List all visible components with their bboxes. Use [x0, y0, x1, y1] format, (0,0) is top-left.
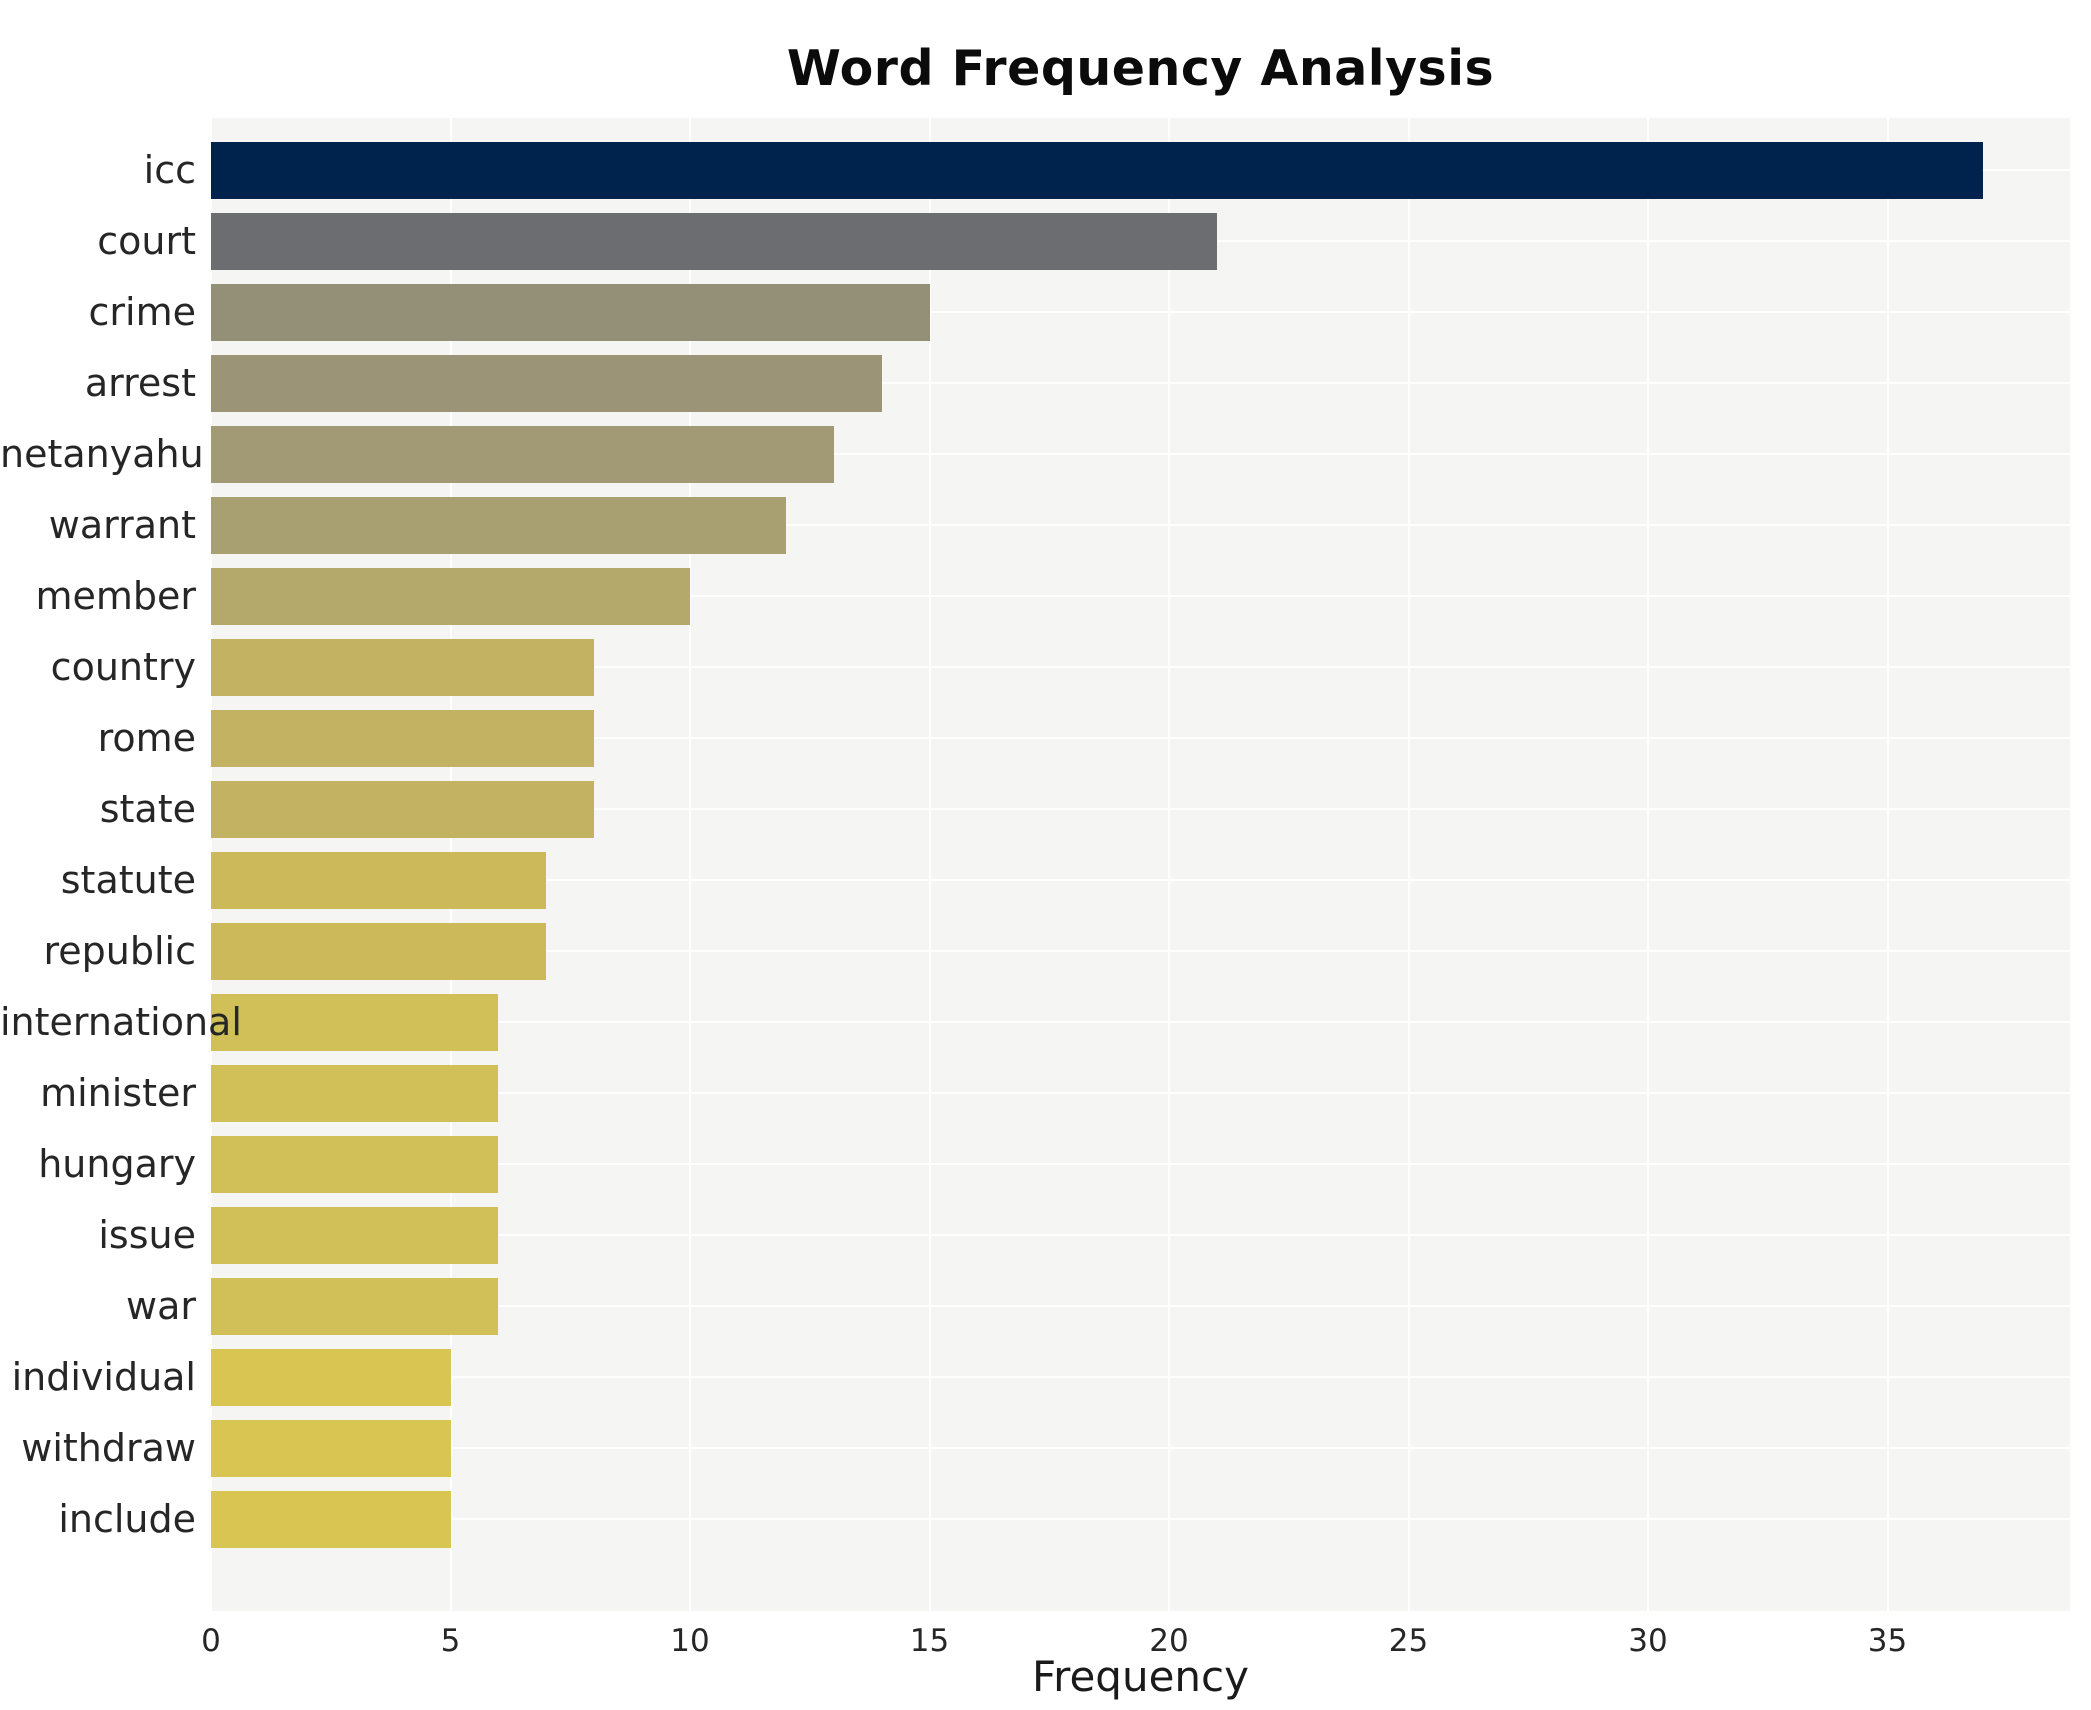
bar-republic	[211, 922, 547, 980]
bar-individual	[211, 1348, 451, 1406]
grid-line-horizontal	[211, 1518, 2070, 1520]
bar-state	[211, 780, 595, 838]
y-label-court: court	[97, 219, 196, 263]
grid-line-vertical	[1168, 118, 1170, 1611]
y-label-republic: republic	[43, 929, 196, 973]
x-tick-0: 0	[201, 1623, 221, 1659]
grid-line-vertical	[1407, 118, 1410, 1611]
x-tick-35: 35	[1867, 1623, 1908, 1659]
bar-minister	[211, 1064, 499, 1122]
bar-country	[211, 638, 595, 696]
y-label-state: state	[99, 787, 196, 831]
x-tick-15: 15	[909, 1623, 950, 1659]
y-label-minister: minister	[40, 1071, 196, 1115]
y-label-withdraw: withdraw	[21, 1426, 196, 1470]
y-label-individual: individual	[11, 1355, 196, 1399]
bar-member	[211, 567, 690, 625]
grid-line-horizontal	[211, 808, 2070, 810]
bar-include	[211, 1490, 451, 1548]
y-label-crime: crime	[88, 290, 196, 334]
x-tick-5: 5	[440, 1623, 461, 1659]
y-label-rome: rome	[97, 716, 196, 760]
y-label-netanyahu: netanyahu	[0, 432, 204, 476]
y-label-member: member	[35, 574, 196, 618]
bar-withdraw	[211, 1419, 451, 1477]
bar-war	[211, 1277, 499, 1335]
y-label-international: international	[0, 1000, 242, 1044]
grid-line-horizontal	[211, 737, 2070, 739]
grid-line-horizontal	[211, 1163, 2070, 1165]
bar-international	[211, 993, 499, 1051]
y-label-issue: issue	[98, 1213, 196, 1257]
x-axis-title: Frequency	[1032, 1652, 1249, 1701]
grid-line-vertical	[1647, 118, 1649, 1611]
y-label-war: war	[126, 1284, 196, 1328]
grid-line-horizontal	[211, 453, 2070, 455]
bar-issue	[211, 1206, 499, 1264]
grid-line-horizontal	[211, 950, 2070, 952]
bar-icc	[211, 141, 1984, 199]
bar-rome	[211, 709, 595, 767]
x-tick-20: 20	[1149, 1623, 1189, 1659]
grid-line-horizontal	[211, 879, 2070, 881]
bar-statute	[211, 851, 547, 909]
grid-line-horizontal	[211, 595, 2070, 597]
grid-line-horizontal	[211, 1447, 2070, 1449]
y-label-warrant: warrant	[48, 503, 196, 547]
x-tick-25: 25	[1388, 1623, 1429, 1659]
x-tick-30: 30	[1628, 1623, 1668, 1659]
bar-crime	[211, 283, 930, 341]
bar-arrest	[211, 354, 882, 412]
grid-line-vertical	[928, 118, 931, 1611]
bar-netanyahu	[211, 425, 834, 483]
y-label-include: include	[58, 1497, 196, 1541]
grid-line-horizontal	[211, 666, 2070, 668]
grid-line-horizontal	[211, 1092, 2070, 1094]
chart-title: Word Frequency Analysis	[786, 40, 1495, 97]
grid-line-horizontal	[211, 1234, 2070, 1236]
grid-line-horizontal	[211, 524, 2070, 526]
y-label-hungary: hungary	[38, 1142, 196, 1186]
grid-line-horizontal	[211, 1021, 2070, 1023]
y-label-country: country	[50, 645, 196, 689]
bar-hungary	[211, 1135, 499, 1193]
y-label-icc: icc	[143, 148, 196, 192]
grid-line-horizontal	[211, 1305, 2070, 1307]
grid-line-horizontal	[211, 311, 2070, 313]
bar-court	[211, 212, 1217, 270]
grid-line-vertical	[1886, 118, 1889, 1611]
y-label-arrest: arrest	[84, 361, 196, 405]
x-tick-10: 10	[670, 1623, 710, 1659]
grid-line-horizontal	[211, 382, 2070, 384]
grid-line-vertical	[689, 118, 691, 1611]
bar-warrant	[211, 496, 786, 554]
grid-line-horizontal	[211, 1376, 2070, 1378]
y-label-statute: statute	[60, 858, 196, 902]
